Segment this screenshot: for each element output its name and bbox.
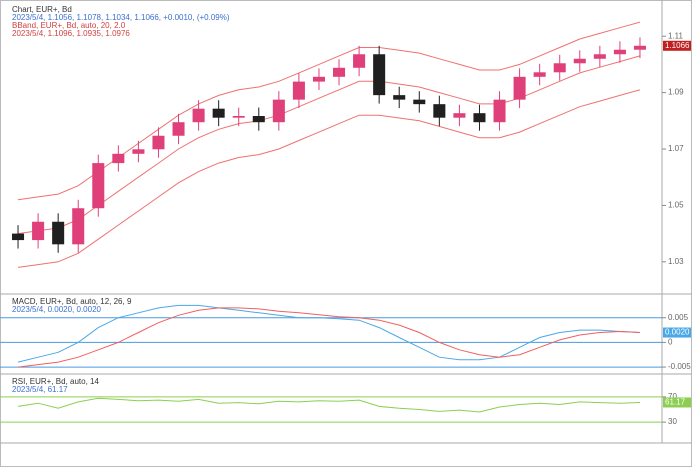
series-line	[17, 304, 641, 363]
y-tick-label: 1.03	[668, 257, 684, 266]
candle-body	[172, 122, 185, 136]
candle-body	[453, 113, 466, 118]
candle-body	[613, 49, 626, 55]
panel-subtitle: 2023/5/4, 0.0020, 0.0020	[12, 305, 102, 314]
y-tick-label: 1.05	[668, 201, 684, 210]
candle-body	[633, 45, 646, 50]
candle-body	[553, 63, 566, 73]
series-line	[17, 89, 641, 268]
candle-body	[32, 221, 45, 241]
candle-body	[232, 116, 245, 118]
series-line	[17, 307, 641, 368]
panel-title: MACD, EUR+, Bd, auto, 12, 26, 9	[12, 297, 132, 306]
last-badge	[663, 397, 691, 408]
y-tick-label: 70	[668, 392, 677, 401]
last-label: 1.1066	[665, 41, 690, 50]
candle-body	[573, 58, 586, 64]
y-tick-label: 30	[668, 417, 677, 426]
candle-body	[292, 81, 305, 100]
y-tick-label: -0.005	[668, 362, 691, 371]
candle-body	[393, 95, 406, 100]
candle-body	[353, 54, 366, 68]
panel-title: Chart, EUR+, Bd	[12, 5, 72, 14]
y-tick-label: 0.005	[668, 313, 689, 322]
candle-body	[433, 104, 446, 118]
last-badge	[663, 327, 691, 338]
candle-body	[413, 99, 426, 105]
candle-body	[212, 108, 225, 118]
candle-body	[72, 208, 85, 245]
panel-title: RSI, EUR+, Bd, auto, 14	[12, 377, 99, 386]
candle-body	[252, 116, 265, 123]
y-tick-label: 1.11	[668, 31, 684, 40]
y-tick-label: 0	[668, 338, 673, 347]
candle-body	[312, 76, 325, 82]
last-label: 61.17	[665, 398, 686, 407]
candle-body	[272, 99, 285, 123]
candle-body	[52, 221, 65, 245]
candle-body	[112, 153, 125, 164]
candle-body	[152, 135, 165, 150]
series-line	[17, 55, 641, 235]
y-tick-label: 1.07	[668, 144, 684, 153]
candle-body	[533, 72, 546, 77]
candle-body	[92, 163, 105, 209]
candle-body	[333, 67, 346, 77]
candle-body	[473, 113, 486, 123]
annotation: BBand, EUR+, Bd, auto, 20, 2.0	[12, 21, 126, 30]
panel-subtitle: 2023/5/4, 1.1056, 1.1078, 1.1034, 1.1066…	[12, 13, 230, 22]
panel-subtitle: 2023/5/4, 61.17	[12, 385, 68, 394]
candle-body	[192, 108, 205, 123]
candle-body	[493, 99, 506, 123]
candle-body	[593, 54, 606, 59]
candle-body	[513, 76, 526, 100]
last-label: 0.0020	[665, 328, 690, 337]
last-badge	[663, 40, 691, 51]
candle-body	[373, 54, 386, 96]
candle-body	[12, 233, 25, 241]
series-line	[17, 397, 641, 413]
candle-body	[132, 149, 145, 154]
y-tick-label: 1.09	[668, 88, 684, 97]
annotation: 2023/5/4, 1.1096, 1.0935, 1.0976	[12, 29, 130, 38]
